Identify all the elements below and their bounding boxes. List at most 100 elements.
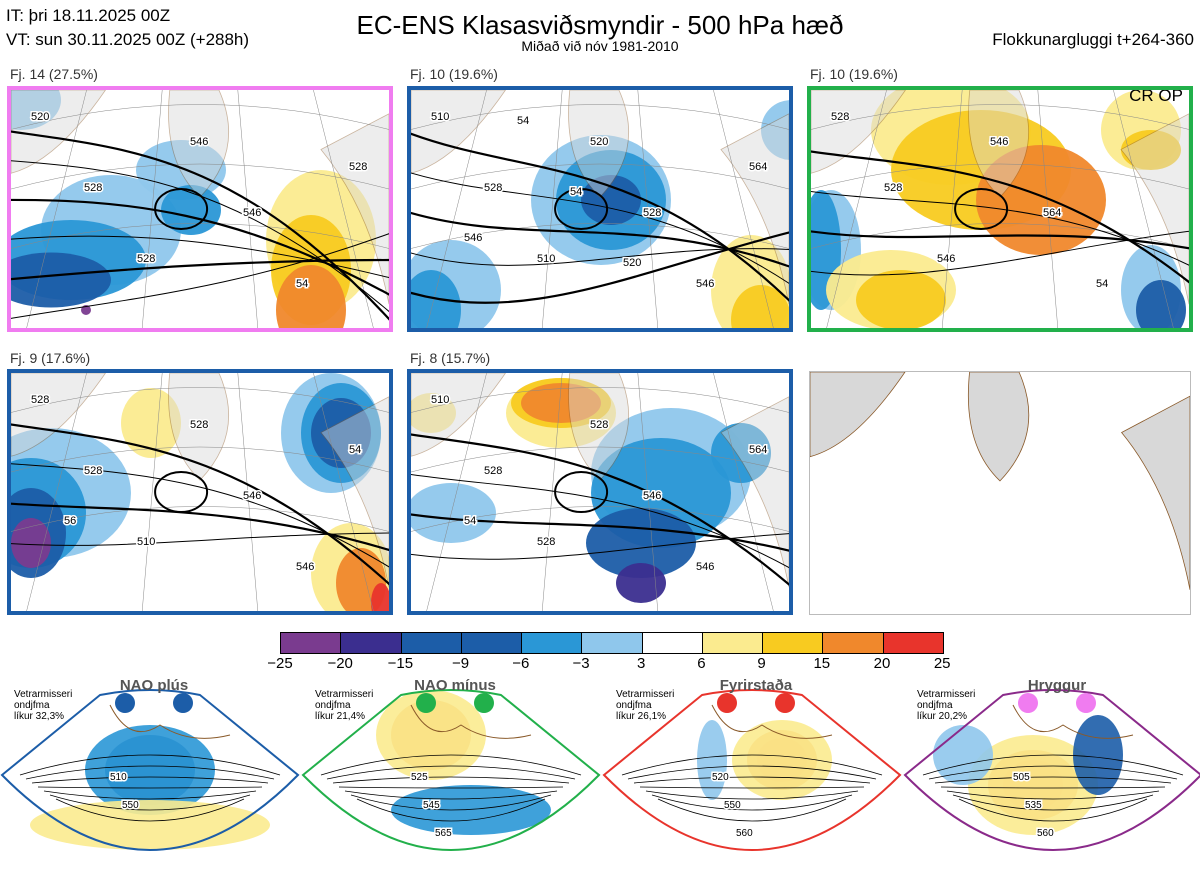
regime-contour: [55, 798, 245, 822]
height-contour: [411, 513, 789, 552]
regime-dot: [115, 693, 135, 713]
colorbar-swatch: [521, 633, 582, 653]
regime-contour-label: 560: [1037, 828, 1054, 839]
contour-label: 56: [64, 515, 76, 527]
contour-label: 528: [190, 419, 208, 431]
regime-coastline: [1012, 704, 1134, 739]
height-contour: [411, 211, 789, 268]
panel-label-5: Fj. 8 (15.7%): [410, 350, 491, 366]
canada-landmass: [11, 90, 106, 174]
colorbar-ticks: −25 −20 −15 −9 −6 −3 3 6 9 15 20 25: [0, 655, 1200, 675]
latitude-line: [11, 104, 389, 130]
panel-label-3: Fj. 10 (19.6%): [810, 66, 898, 82]
regime-contour: [952, 794, 1154, 811]
cluster-map-3: 528 528 546 546 564 54 CR OP: [807, 86, 1193, 332]
regime-anomaly: [1073, 715, 1123, 795]
anomaly-area: [856, 270, 946, 328]
regime-3: 520 550 560 Fyrirstaða Vetrarmisseri ondjfma l…: [602, 675, 903, 871]
regime-anomaly: [933, 725, 993, 785]
contour-label: 546: [243, 490, 261, 502]
colorbar-swatch: [641, 633, 702, 653]
regime-contour-label: 545: [423, 800, 440, 811]
anomaly-area: [616, 563, 666, 603]
contour-label: 546: [464, 232, 482, 244]
longitude-line: [1113, 90, 1174, 328]
initial-time: IT: þri 18.11.2025 00Z: [6, 6, 171, 25]
greenland-landmass: [168, 90, 229, 198]
latitude-line: [11, 163, 389, 190]
contour-label: 510: [537, 253, 555, 265]
contour-label: 528: [84, 182, 102, 194]
contour-label: 528: [349, 161, 367, 173]
longitude-line: [26, 90, 87, 328]
greenland-landmass: [168, 373, 229, 481]
regime-fan-frame: [301, 689, 601, 851]
regime-contour: [922, 754, 1184, 776]
regime-note-line: ondjfma: [917, 700, 953, 711]
page-title: EC-ENS Klasasviðsmyndir - 500 hPa hæð: [356, 10, 844, 40]
contour-label: 528: [590, 419, 608, 431]
colorbar-swatch: [460, 633, 522, 653]
latitude-line: [411, 104, 789, 130]
height-contour: [411, 433, 789, 587]
regime-anomaly: [732, 720, 832, 800]
regime-fan-frame: [903, 689, 1200, 851]
anomaly-area: [311, 398, 371, 468]
regime-contour-label: 560: [736, 828, 753, 839]
contour-label: 528: [31, 394, 49, 406]
regime-contour-label: 565: [435, 828, 452, 839]
height-contour: [811, 150, 1189, 284]
cluster-map-4: 528 528 510 528 546 546 54 56: [7, 369, 393, 615]
longitude-line: [237, 373, 259, 611]
contour-label: 528: [137, 253, 155, 265]
cluster-map-5: 510 528 528 528 546 546 564 54: [407, 369, 793, 615]
regime-2: 525 545 565 NAO mínus Vetrarmisseri ondjfma lí…: [301, 675, 602, 871]
regime-note-line: Vetrarmisseri: [315, 689, 374, 700]
contour-label: 528: [537, 536, 555, 548]
regime-contour-label: 535: [1025, 800, 1042, 811]
regime-dot: [775, 693, 795, 713]
longitude-line: [26, 373, 87, 611]
height-contour: [11, 258, 389, 281]
regime-dot: [1018, 693, 1038, 713]
regime-title: NAO mínus: [414, 677, 496, 694]
regime-contour: [621, 754, 883, 776]
page-subtitle: Miðað við nóv 1981-2010: [521, 38, 679, 54]
anomaly-area: [411, 483, 496, 543]
contour-label: 54: [1096, 278, 1108, 290]
height-contour: [411, 132, 789, 302]
regime-contour: [49, 794, 251, 811]
regime-note-line: ondjfma: [315, 700, 351, 711]
regime-fan-svg: 520 550 560: [602, 689, 902, 851]
regime-contour-label: 550: [122, 800, 139, 811]
regime-fan-svg: 510 550: [0, 689, 300, 851]
regime-contour: [639, 786, 865, 789]
regime-fan-svg: 525 545 565: [301, 689, 601, 851]
map-svg: 528 528 546 546 564 54: [811, 90, 1189, 328]
latitude-line: [11, 387, 389, 413]
colorbar-tick-label: −6: [512, 655, 530, 672]
contour-label: 54: [570, 186, 582, 198]
longitude-line: [541, 90, 563, 328]
regime-note-line: líkur 32,3%: [14, 711, 65, 722]
regime-4: 505 535 560 Hryggur Vetrarmisseri ondjfma líku…: [903, 675, 1200, 871]
colorbar: [280, 632, 944, 654]
regime-note-line: Vetrarmisseri: [616, 689, 675, 700]
contour-label: 520: [31, 111, 49, 123]
longitude-line: [637, 90, 659, 328]
anomaly-area: [411, 393, 456, 433]
longitude-line: [313, 90, 374, 328]
colorbar-tick-label: 20: [873, 655, 891, 672]
height-contour: [411, 172, 789, 285]
regime-contour: [37, 786, 263, 789]
colorbar-tick-label: −3: [572, 655, 590, 672]
anomaly-area: [121, 388, 181, 458]
regime-contour: [958, 798, 1148, 822]
contour-label: 520: [623, 257, 641, 269]
europe-landmass: [720, 396, 789, 588]
contour-label: 564: [749, 444, 767, 456]
colorbar-tick-label: 9: [757, 655, 766, 672]
regime-note: Vetrarmisseri ondjfma líkur 21,4%: [315, 689, 373, 722]
europe-landmass: [320, 113, 389, 305]
regime-note-line: Vetrarmisseri: [14, 689, 73, 700]
